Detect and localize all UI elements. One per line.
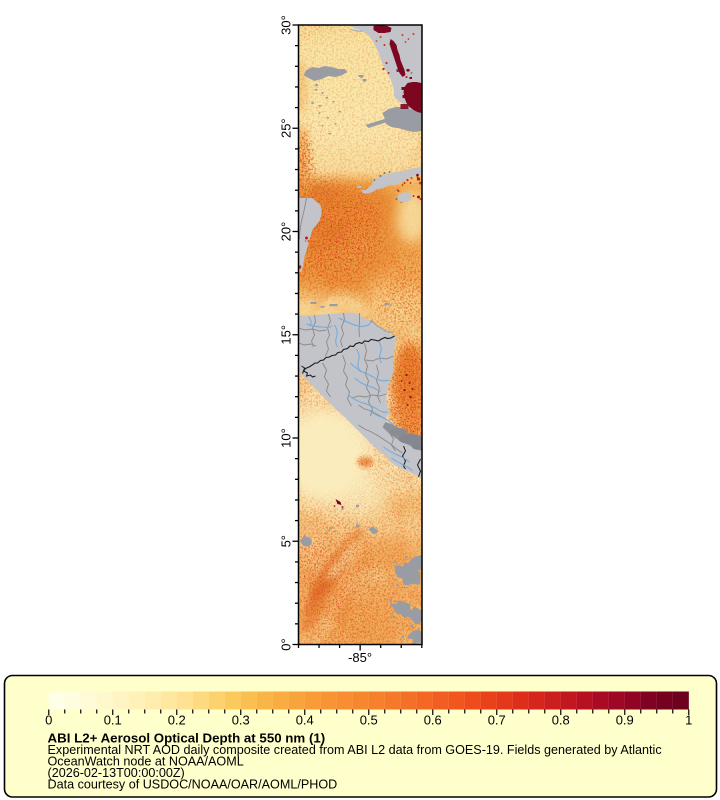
svg-text:30°: 30° xyxy=(279,15,294,35)
svg-text:-85°: -85° xyxy=(348,650,372,665)
svg-text:20°: 20° xyxy=(279,222,294,242)
svg-text:Experimental NRT AOD daily com: Experimental NRT AOD daily composite cre… xyxy=(48,743,662,757)
svg-text:Data courtesy of USDOC/NOAA/OA: Data courtesy of USDOC/NOAA/OAR/AOML/PHO… xyxy=(48,777,338,791)
svg-text:0.9: 0.9 xyxy=(616,713,634,728)
svg-text:0.2: 0.2 xyxy=(168,713,186,728)
svg-text:0°: 0° xyxy=(279,638,294,650)
svg-text:(2026-02-13T00:00:00Z): (2026-02-13T00:00:00Z) xyxy=(48,766,185,780)
svg-text:25°: 25° xyxy=(279,118,294,138)
svg-text:5°: 5° xyxy=(279,535,294,547)
svg-text:0: 0 xyxy=(45,713,52,728)
svg-text:OceanWatch node at NOAA/AOML: OceanWatch node at NOAA/AOML xyxy=(48,754,244,768)
svg-text:0.5: 0.5 xyxy=(360,713,378,728)
svg-text:0.3: 0.3 xyxy=(232,713,250,728)
svg-text:0.7: 0.7 xyxy=(488,713,506,728)
svg-text:0.1: 0.1 xyxy=(104,713,122,728)
svg-text:1: 1 xyxy=(685,713,692,728)
svg-text:ABI L2+ Aerosol Optical Depth: ABI L2+ Aerosol Optical Depth at 550 nm … xyxy=(48,731,326,746)
svg-text:10°: 10° xyxy=(279,428,294,448)
svg-text:0.8: 0.8 xyxy=(552,713,570,728)
svg-text:0.6: 0.6 xyxy=(424,713,442,728)
svg-text:15°: 15° xyxy=(279,325,294,345)
svg-text:0.4: 0.4 xyxy=(296,713,314,728)
